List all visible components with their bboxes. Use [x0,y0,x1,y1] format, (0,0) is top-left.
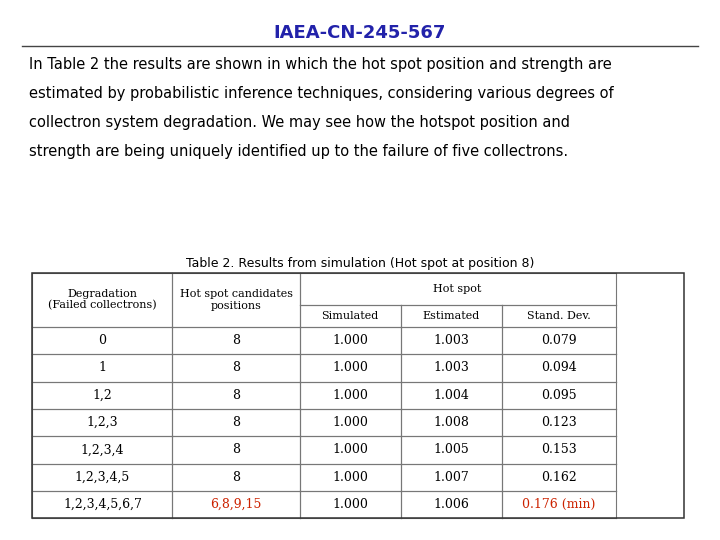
Text: 1.004: 1.004 [433,389,469,402]
Text: IAEA-CN-245-567: IAEA-CN-245-567 [274,24,446,42]
Text: 1.000: 1.000 [332,389,368,402]
Text: 1,2,3,4: 1,2,3,4 [81,443,124,456]
Text: 0.162: 0.162 [541,471,577,484]
Text: 0.176 (min): 0.176 (min) [522,498,595,511]
Text: 1,2: 1,2 [93,389,112,402]
Text: 1.007: 1.007 [433,471,469,484]
Text: Hot spot: Hot spot [433,284,482,294]
Text: 1,2,3,4,5,6,7: 1,2,3,4,5,6,7 [63,498,142,511]
Text: 0.094: 0.094 [541,361,577,374]
Text: 1.000: 1.000 [332,334,368,347]
Text: 8: 8 [232,389,240,402]
Text: 1.008: 1.008 [433,416,469,429]
Text: Degradation
(Failed collectrons): Degradation (Failed collectrons) [48,289,157,310]
Text: Hot spot candidates
positions: Hot spot candidates positions [179,289,292,310]
Text: Estimated: Estimated [423,310,480,321]
Text: Table 2. Results from simulation (Hot spot at position 8): Table 2. Results from simulation (Hot sp… [186,256,534,269]
Text: In Table 2 the results are shown in which the hot spot position and strength are: In Table 2 the results are shown in whic… [29,57,611,72]
Text: estimated by probabilistic inference techniques, considering various degrees of: estimated by probabilistic inference tec… [29,86,613,101]
Text: 0.153: 0.153 [541,443,577,456]
Text: 1.003: 1.003 [433,334,469,347]
Text: 8: 8 [232,361,240,374]
Text: strength are being uniquely identified up to the failure of five collectrons.: strength are being uniquely identified u… [29,144,568,159]
Text: collectron system degradation. We may see how the hotspot position and: collectron system degradation. We may se… [29,115,570,130]
Text: 1.005: 1.005 [433,443,469,456]
Text: 8: 8 [232,334,240,347]
Text: Stand. Dev.: Stand. Dev. [527,310,590,321]
Text: 1.006: 1.006 [433,498,469,511]
Text: Simulated: Simulated [321,310,379,321]
Text: 1,2,3,4,5: 1,2,3,4,5 [75,471,130,484]
Text: 1.003: 1.003 [433,361,469,374]
Text: 8: 8 [232,443,240,456]
Text: 1.000: 1.000 [332,498,368,511]
Text: 0: 0 [99,334,107,347]
Text: 1.000: 1.000 [332,443,368,456]
Text: 1,2,3: 1,2,3 [86,416,118,429]
Text: 0.123: 0.123 [541,416,577,429]
Text: 0.079: 0.079 [541,334,577,347]
Bar [32,273,684,518]
Text: 0.095: 0.095 [541,389,577,402]
Text: 1.000: 1.000 [332,471,368,484]
Text: 8: 8 [232,416,240,429]
Text: 1: 1 [99,361,107,374]
Text: 1.000: 1.000 [332,361,368,374]
Text: 6,8,9,15: 6,8,9,15 [210,498,261,511]
Text: 8: 8 [232,471,240,484]
Text: 1.000: 1.000 [332,416,368,429]
